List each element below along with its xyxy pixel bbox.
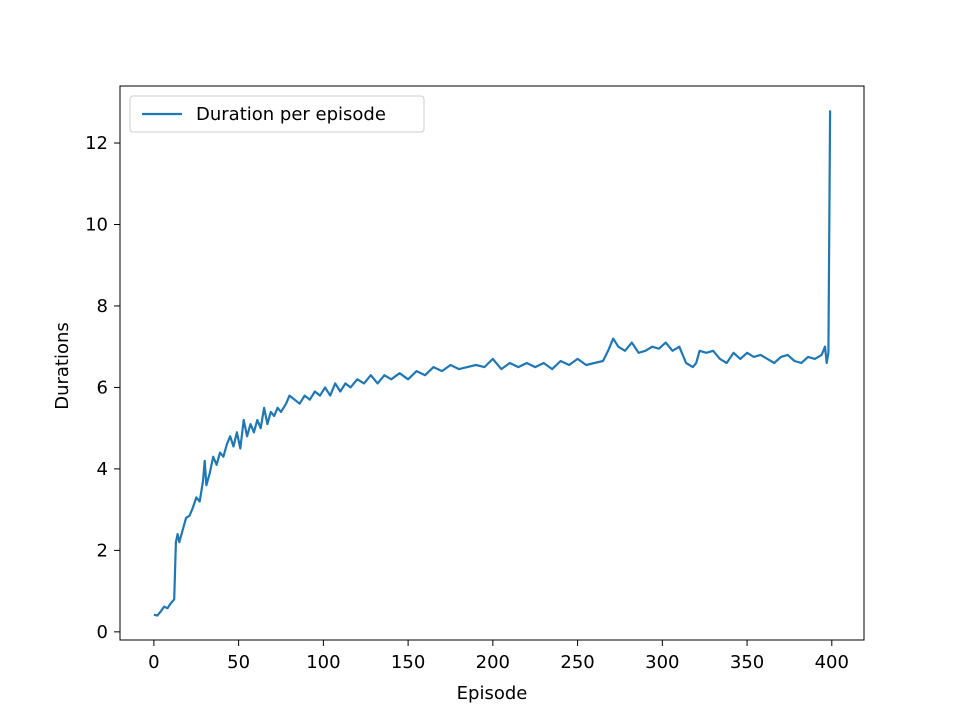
y-tick-label: 4 <box>97 459 108 480</box>
y-tick-label: 8 <box>97 296 108 317</box>
plot-frame <box>119 85 865 641</box>
x-tick-label: 100 <box>306 652 340 673</box>
y-tick-label: 2 <box>97 540 108 561</box>
x-tick-label: 250 <box>560 652 594 673</box>
y-tick-label: 6 <box>97 377 108 398</box>
legend: Duration per episode <box>129 95 425 133</box>
plot-area <box>120 86 864 640</box>
y-axis-label: Durations <box>52 322 73 410</box>
x-tick-label: 150 <box>391 652 425 673</box>
x-tick-label: 50 <box>227 652 250 673</box>
x-tick-label: 200 <box>476 652 510 673</box>
y-tick-label: 12 <box>85 133 108 154</box>
x-tick-label: 400 <box>815 652 849 673</box>
y-tick-label: 0 <box>97 622 108 643</box>
x-tick-label: 350 <box>730 652 764 673</box>
series-line-duration <box>153 110 832 617</box>
y-tick-label: 10 <box>85 215 108 236</box>
legend-label: Duration per episode <box>196 104 386 125</box>
legend-box <box>129 95 425 133</box>
x-axis-label: Episode <box>457 683 528 704</box>
x-tick-label: 0 <box>148 652 159 673</box>
x-tick-label: 300 <box>645 652 679 673</box>
y-axis-ticks: 0 2 4 6 8 10 12 <box>85 133 120 643</box>
x-axis-ticks: 0 50 100 150 200 250 300 350 400 <box>148 640 849 673</box>
